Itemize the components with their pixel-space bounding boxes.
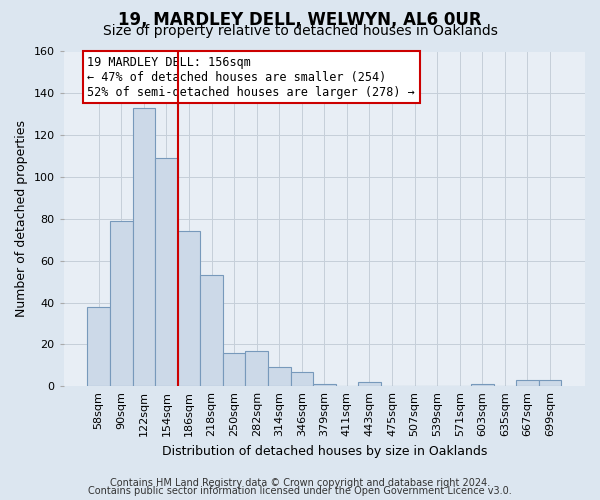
Bar	[471, 384, 494, 386]
Bar	[88, 306, 110, 386]
Bar	[223, 352, 245, 386]
Y-axis label: Number of detached properties: Number of detached properties	[15, 120, 28, 318]
Bar	[358, 382, 381, 386]
Bar	[268, 368, 290, 386]
Bar	[178, 232, 200, 386]
Bar	[290, 372, 313, 386]
Text: Contains HM Land Registry data © Crown copyright and database right 2024.: Contains HM Land Registry data © Crown c…	[110, 478, 490, 488]
Bar	[155, 158, 178, 386]
Bar	[133, 108, 155, 386]
Bar	[110, 221, 133, 386]
X-axis label: Distribution of detached houses by size in Oaklands: Distribution of detached houses by size …	[161, 444, 487, 458]
Bar	[516, 380, 539, 386]
Text: 19 MARDLEY DELL: 156sqm
← 47% of detached houses are smaller (254)
52% of semi-d: 19 MARDLEY DELL: 156sqm ← 47% of detache…	[88, 56, 415, 98]
Bar	[539, 380, 562, 386]
Text: Contains public sector information licensed under the Open Government Licence v3: Contains public sector information licen…	[88, 486, 512, 496]
Bar	[245, 350, 268, 386]
Text: 19, MARDLEY DELL, WELWYN, AL6 0UR: 19, MARDLEY DELL, WELWYN, AL6 0UR	[118, 11, 482, 29]
Text: Size of property relative to detached houses in Oaklands: Size of property relative to detached ho…	[103, 24, 497, 38]
Bar	[313, 384, 335, 386]
Bar	[200, 276, 223, 386]
